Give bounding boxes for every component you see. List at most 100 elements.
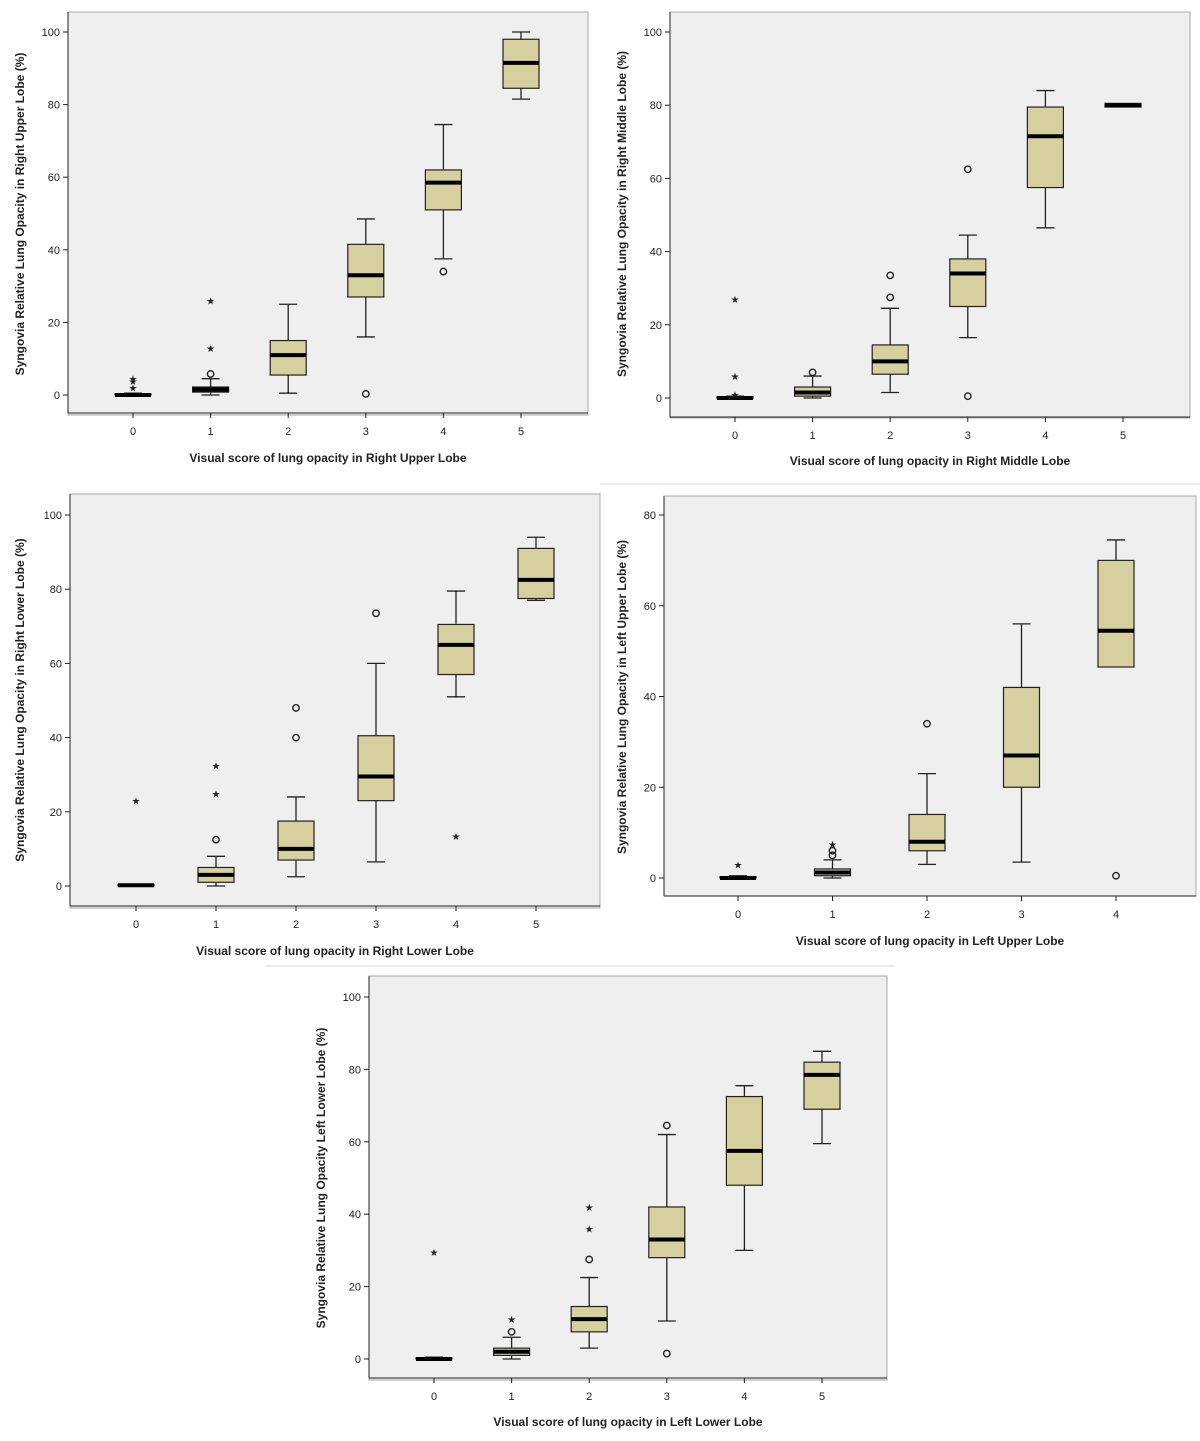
- x-axis-title: Visual score of lung opacity in Left Low…: [493, 1415, 762, 1429]
- x-tick-label: 0: [133, 919, 139, 931]
- outlier-circle: [361, 390, 370, 398]
- x-tick-label: 3: [664, 1391, 670, 1403]
- box-5: [803, 1061, 841, 1110]
- y-tick-label: 80: [644, 510, 656, 522]
- box-4: [424, 169, 462, 211]
- y-tick-label: 60: [644, 601, 656, 613]
- box-5: [517, 547, 555, 600]
- outlier-circle: [292, 733, 300, 742]
- y-tick-label: 40: [644, 692, 656, 704]
- outlier-star: ★: [212, 789, 221, 800]
- y-tick-label: 100: [42, 27, 60, 39]
- x-tick-label: 5: [518, 426, 524, 438]
- y-tick-label: 80: [650, 100, 662, 112]
- x-tick-label: 4: [1042, 430, 1048, 442]
- y-tick-label: 60: [48, 172, 60, 184]
- y-tick-label: 100: [44, 510, 62, 522]
- x-tick-label: 1: [829, 909, 835, 921]
- y-tick-label: 100: [343, 992, 361, 1004]
- y-tick-label: 60: [650, 173, 662, 185]
- y-tick-label: 0: [54, 390, 60, 402]
- chart-right-upper-lobe: 0 20 40 60 80 100 0 1 2 3 4 5 Visual score of lung o…: [13, 11, 589, 465]
- outlier-circle: [439, 267, 448, 276]
- x-axis-title: Visual score of lung opacity in Right Mi…: [790, 454, 1071, 468]
- x-tick-label: 2: [586, 1391, 592, 1403]
- outlier-star: ★: [731, 295, 740, 306]
- y-axis-title: Syngovia Relative Lung Opacity in Left U…: [615, 540, 629, 854]
- box-3: [357, 735, 395, 802]
- y-tick-label: 60: [349, 1137, 361, 1149]
- box-4: [437, 623, 475, 676]
- box-3: [347, 243, 385, 298]
- outlier-circle: [886, 293, 895, 302]
- outlier-circle: [1112, 871, 1120, 880]
- outlier-circle: [886, 271, 895, 280]
- y-tick-label: 20: [644, 782, 656, 794]
- x-tick-label: 1: [509, 1391, 515, 1403]
- y-axis-title: Syngovia Relative Lung Opacity in Right …: [615, 51, 629, 377]
- outlier-star: ★: [585, 1225, 594, 1236]
- y-tick-label: 60: [50, 658, 62, 670]
- x-tick-label: 5: [533, 919, 539, 931]
- x-tick-label: 1: [208, 426, 214, 438]
- outlier-star: ★: [206, 344, 215, 355]
- outlier-star: ★: [212, 761, 221, 772]
- outlier-circle: [372, 609, 380, 618]
- x-tick-label: 2: [887, 430, 893, 442]
- plot-area: [368, 975, 888, 1381]
- x-tick-label: 0: [732, 430, 738, 442]
- y-tick-label: 80: [48, 100, 60, 112]
- x-axis-title: Visual score of lung opacity in Right Lo…: [196, 944, 474, 958]
- outlier-star: ★: [828, 840, 837, 851]
- outlier-circle: [963, 165, 972, 174]
- y-tick-label: 20: [349, 1282, 361, 1294]
- outlier-star: ★: [734, 860, 743, 871]
- x-tick-label: 3: [965, 430, 971, 442]
- y-tick-label: 40: [349, 1209, 361, 1221]
- outlier-circle: [828, 846, 837, 855]
- outlier-circle: [212, 835, 220, 844]
- x-tick-label: 3: [373, 919, 379, 931]
- y-tick-label: 0: [656, 393, 662, 405]
- outlier-circle: [585, 1255, 594, 1264]
- y-tick-label: 100: [644, 27, 662, 39]
- outlier-star: ★: [452, 832, 461, 843]
- outlier-circle: [292, 704, 300, 712]
- x-tick-label: 5: [1120, 430, 1126, 442]
- box-3: [1002, 686, 1041, 788]
- y-tick-label: 20: [650, 320, 662, 332]
- outlier-star: ★: [129, 375, 138, 386]
- outlier-circle: [828, 851, 837, 860]
- y-axis-title: Syngovia Relative Lung Opacity in Right …: [13, 538, 27, 861]
- x-tick-label: 0: [431, 1391, 437, 1403]
- y-tick-label: 0: [56, 881, 62, 893]
- y-tick-label: 20: [48, 317, 60, 329]
- outlier-star: ★: [731, 372, 740, 383]
- y-tick-label: 20: [50, 807, 62, 819]
- box-2: [908, 813, 946, 852]
- x-tick-label: 1: [213, 919, 219, 931]
- outlier-circle: [662, 1349, 671, 1358]
- x-tick-label: 1: [810, 430, 816, 442]
- y-tick-label: 40: [50, 733, 62, 745]
- y-tick-label: 80: [50, 584, 62, 596]
- outlier-star: ★: [132, 797, 141, 808]
- outlier-star: ★: [206, 297, 215, 308]
- y-tick-label: 0: [355, 1354, 361, 1366]
- x-tick-label: 4: [1113, 909, 1119, 921]
- x-tick-label: 0: [130, 426, 136, 438]
- outlier-circle: [963, 392, 972, 401]
- box-4: [1026, 106, 1065, 189]
- outlier-star: ★: [129, 377, 138, 388]
- x-tick-label: 0: [735, 909, 741, 921]
- x-tick-label: 3: [363, 426, 369, 438]
- chart-right-lower-lobe: 0 20 40 60 80 100 0 1 2 3 4 5 Visual score of lung o…: [13, 493, 601, 958]
- x-tick-label: 5: [819, 1391, 825, 1403]
- x-tick-label: 4: [453, 919, 459, 931]
- box-2: [277, 820, 315, 861]
- x-axis-title: Visual score of lung opacity in Right Up…: [189, 451, 466, 465]
- outlier-star: ★: [585, 1203, 594, 1214]
- chart-left-upper-lobe: 0 20 40 60 80 0 1 2 3 4 Visual score of lung opaci…: [615, 495, 1197, 948]
- outlier-circle: [206, 370, 215, 378]
